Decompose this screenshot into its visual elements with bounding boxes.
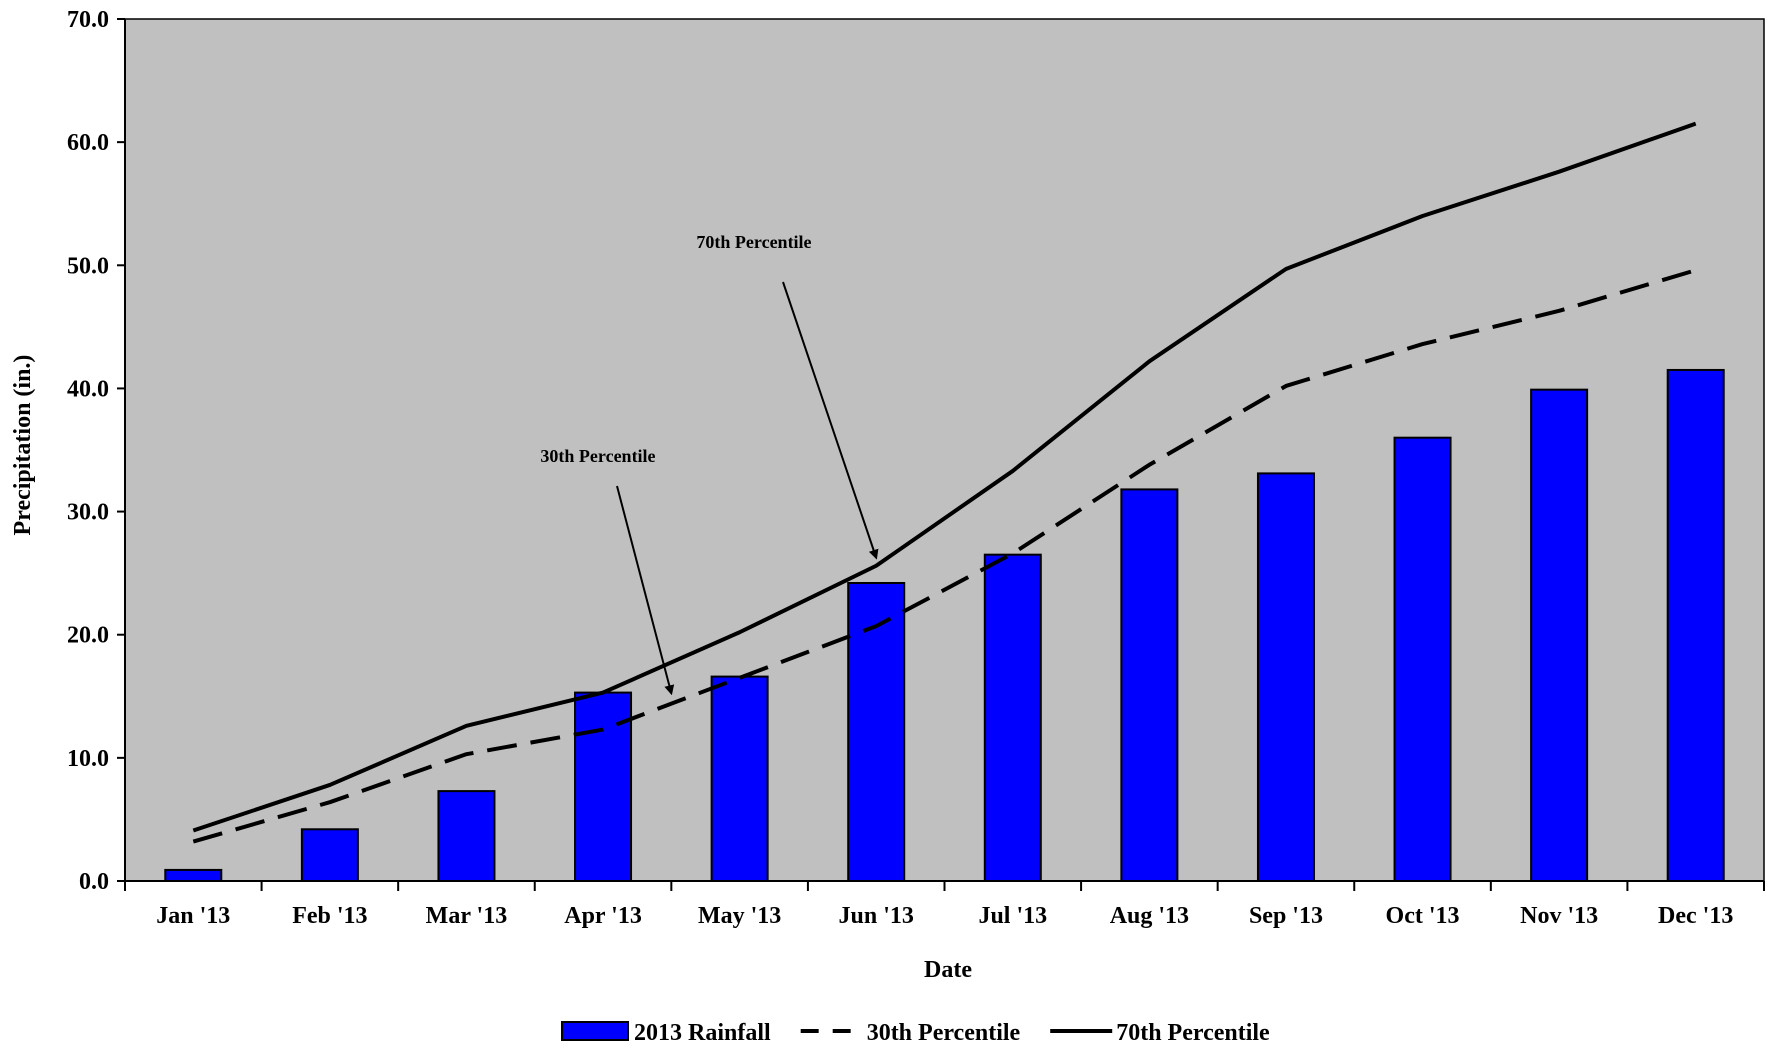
x-tick-label: Sep '13	[1249, 903, 1323, 929]
annotation-label: 30th Percentile	[540, 446, 655, 466]
y-tick-label: 50.0	[67, 253, 109, 279]
bar-5	[710, 675, 769, 883]
bar-2	[300, 828, 359, 883]
y-tick-label: 60.0	[67, 130, 109, 156]
legend-label: 30th Percentile	[867, 1020, 1021, 1046]
x-tick-label: Jan '13	[156, 903, 230, 929]
x-axis-title: Date	[924, 957, 972, 983]
bar-7	[983, 553, 1042, 883]
bar-1	[164, 868, 223, 882]
bar-8	[1120, 488, 1179, 882]
plot-area	[124, 18, 1765, 882]
y-axis-title: Precipitation (in.)	[10, 355, 36, 536]
bar-3	[437, 790, 496, 882]
x-tick-label: Apr '13	[564, 903, 642, 929]
y-tick-label: 20.0	[67, 623, 109, 649]
x-tick-label: Aug '13	[1110, 903, 1189, 929]
x-tick-label: Jul '13	[978, 903, 1047, 929]
y-tick-label: 10.0	[67, 746, 109, 772]
y-tick-label: 0.0	[79, 869, 109, 895]
x-tick-label: Oct '13	[1386, 903, 1460, 929]
lines-layer	[192, 121, 1697, 844]
bar-6	[847, 581, 906, 882]
annotation-arrow	[782, 281, 879, 560]
x-tick-label: Feb '13	[292, 903, 367, 929]
axes-layer: 0.0 10.0 20.0 30.0 40.0 50.0 60.0 70.0 Jan '13 Fe…	[67, 7, 1765, 929]
x-tick-label: Mar '13	[426, 903, 508, 929]
y-tick-label: 70.0	[67, 7, 109, 33]
bar-10	[1393, 436, 1452, 882]
line-70th-percentile	[192, 121, 1697, 833]
legend: 2013 Rainfall 30th Percentile 70th Percent…	[561, 1020, 1270, 1046]
y-tick-label: 40.0	[67, 376, 109, 402]
x-tick-label: May '13	[698, 903, 781, 929]
x-tick-label: Dec '13	[1658, 903, 1733, 929]
bar-9	[1256, 472, 1315, 882]
legend-label: 2013 Rainfall	[634, 1020, 771, 1046]
annotation-label: 70th Percentile	[696, 232, 811, 252]
bar-11	[1530, 388, 1589, 882]
x-tick-label: Jun '13	[839, 903, 914, 929]
line-30th-percentile	[192, 268, 1697, 844]
annotation-arrow	[616, 485, 675, 696]
legend-label: 70th Percentile	[1116, 1020, 1270, 1046]
bar-12	[1666, 368, 1725, 882]
legend-swatch-bar	[561, 1021, 629, 1041]
annotations-layer: 70th Percentile 30th Percentile	[540, 232, 879, 696]
y-tick-label: 30.0	[67, 500, 109, 526]
x-tick-label: Nov '13	[1520, 903, 1598, 929]
